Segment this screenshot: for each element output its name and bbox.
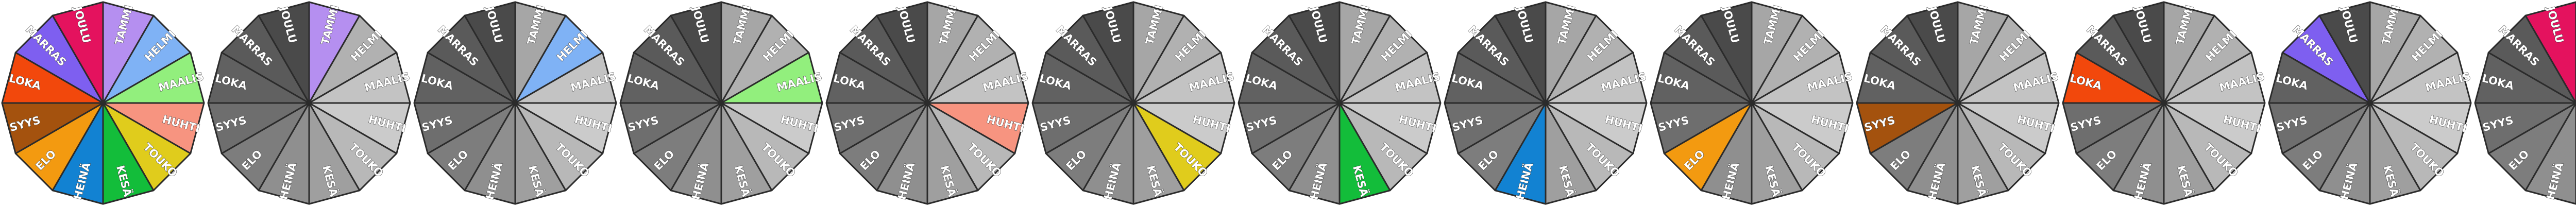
month-wheel-1: TAMMI HELMIMAALISHUHTITOUKOKESÄHEINÄELOSY… bbox=[1, 1, 205, 205]
month-wheel-9: TAMMI HELMIMAALISHUHTITOUKOKESÄHEINÄELOSY… bbox=[1650, 1, 1854, 205]
segment-joulu bbox=[2112, 1, 2165, 104]
segment-joulu bbox=[1494, 1, 1547, 104]
segment-joulu bbox=[52, 1, 104, 104]
month-wheel-5: TAMMI HELMIMAALISHUHTITOUKOKESÄHEINÄELOSY… bbox=[825, 1, 1029, 205]
segment-joulu bbox=[2318, 1, 2371, 104]
segment-joulu bbox=[1700, 1, 1753, 104]
month-wheel-11: TAMMI HELMIMAALISHUHTITOUKOKESÄHEINÄELOSY… bbox=[2062, 1, 2266, 205]
segment-joulu bbox=[2524, 1, 2576, 104]
month-wheel-12: TAMMI HELMIMAALISHUHTITOUKOKESÄHEINÄELOSY… bbox=[2268, 1, 2472, 205]
segment-joulu bbox=[1082, 1, 1134, 104]
month-wheel-10: TAMMI HELMIMAALISHUHTITOUKOKESÄHEINÄELOSY… bbox=[1856, 1, 2060, 205]
segment-joulu bbox=[464, 1, 516, 104]
segment-joulu bbox=[1906, 1, 1959, 104]
segment-joulu bbox=[1288, 1, 1341, 104]
month-wheel-7: TAMMI HELMIMAALISHUHTITOUKOKESÄHEINÄELOSY… bbox=[1238, 1, 1442, 205]
month-wheel-4: TAMMI HELMIMAALISHUHTITOUKOKESÄHEINÄELOSY… bbox=[619, 1, 823, 205]
month-wheel-3: TAMMI HELMIMAALISHUHTITOUKOKESÄHEINÄELOSY… bbox=[413, 1, 617, 205]
segment-joulu bbox=[876, 1, 928, 104]
month-wheel-8: TAMMI HELMIMAALISHUHTITOUKOKESÄHEINÄELOSY… bbox=[1444, 1, 1648, 205]
month-wheel-6: TAMMI HELMIMAALISHUHTITOUKOKESÄHEINÄELOSY… bbox=[1031, 1, 1235, 205]
segment-joulu bbox=[670, 1, 722, 104]
month-wheel-2: TAMMI HELMIMAALISHUHTITOUKOKESÄHEINÄELOSY… bbox=[207, 1, 411, 205]
month-wheel-13: TAMMIHELMIMAALISHUHTITOUKOKESÄHEINÄELOSY… bbox=[2474, 1, 2576, 205]
segment-joulu bbox=[258, 1, 310, 104]
